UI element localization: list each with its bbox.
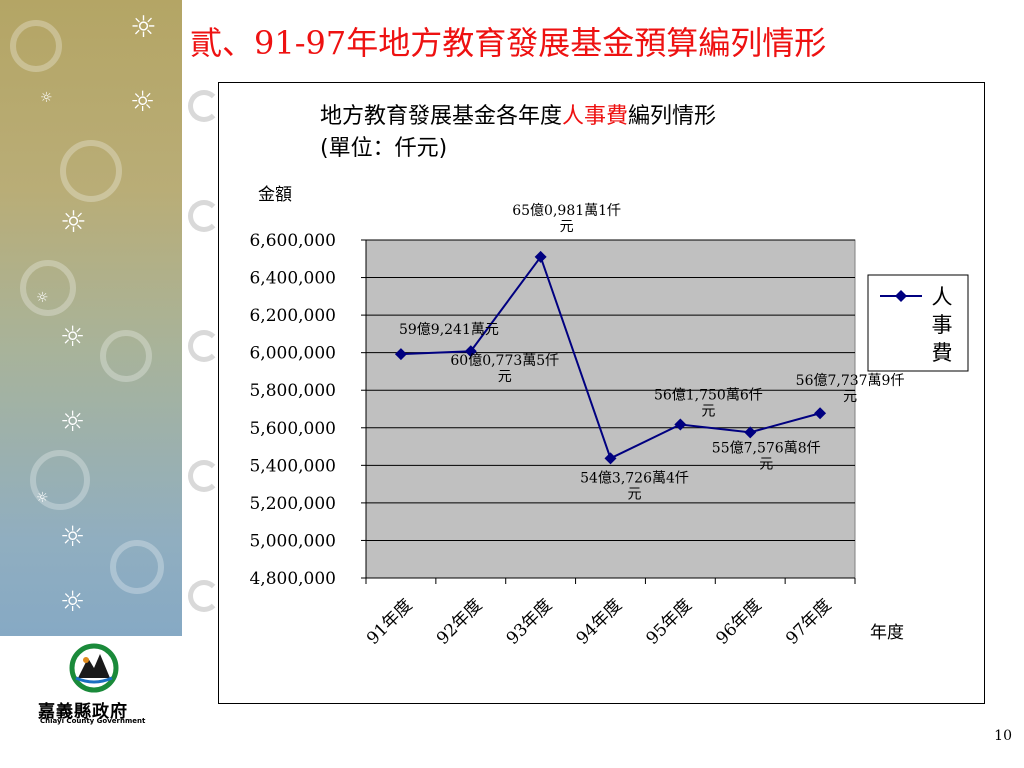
sun-icon: ☼ bbox=[60, 520, 86, 553]
chiayi-county-logo bbox=[36, 640, 156, 730]
decorative-side-strip: ☼ ☼ ☼ ☼ ☼ ☼ ☼ ☼ ☼ ☼ bbox=[0, 0, 182, 636]
sun-icon: ☼ bbox=[60, 585, 86, 618]
chart-title-part2: 編列情形 bbox=[628, 104, 717, 129]
chart-title-highlight: 人事費 bbox=[562, 104, 629, 129]
chart-frame bbox=[218, 82, 985, 704]
chart-subtitle: (單位：仟元) bbox=[320, 136, 448, 161]
sun-icon: ☼ bbox=[130, 10, 157, 45]
sun-icon: ☼ bbox=[36, 490, 49, 506]
sun-icon: ☼ bbox=[40, 90, 53, 106]
sun-icon: ☼ bbox=[60, 320, 86, 353]
slide-title: 貳、91-97年地方教育發展基金預算編列情形 bbox=[190, 24, 827, 62]
sun-icon: ☼ bbox=[36, 290, 49, 306]
chart-title: 地方教育發展基金各年度人事費編列情形 bbox=[320, 98, 716, 130]
sun-icon: ☼ bbox=[60, 205, 87, 240]
logo-name-english: Chiayi County Government bbox=[40, 717, 146, 725]
sun-icon: ☼ bbox=[130, 85, 156, 118]
page-number: 10 bbox=[994, 728, 1012, 744]
decorative-swirls bbox=[182, 0, 222, 640]
logo-name: 嘉義縣政府 bbox=[38, 702, 128, 722]
sun-icon: ☼ bbox=[60, 405, 86, 438]
chart-title-part1: 地方教育發展基金各年度 bbox=[320, 104, 563, 129]
